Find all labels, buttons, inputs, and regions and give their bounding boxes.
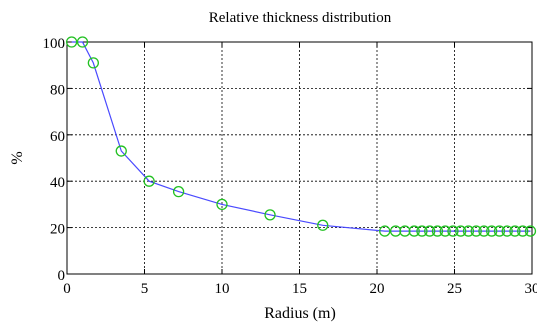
x-tick-label: 25 [447, 281, 462, 297]
data-point-marker [447, 225, 459, 237]
data-point-marker [509, 225, 521, 237]
data-point-marker [470, 225, 482, 237]
x-axis-label: Radius (m) [264, 305, 336, 322]
data-point-marker [462, 225, 475, 237]
data-point-marker [143, 175, 155, 187]
data-point-marker [431, 225, 444, 237]
y-axis-label: % [9, 151, 26, 164]
data-point-marker [216, 198, 228, 211]
x-tick-label: 30 [525, 281, 537, 297]
data-point-marker [379, 225, 391, 237]
series-line [71, 41, 531, 232]
data-point-marker [76, 36, 89, 48]
data-point-marker [172, 185, 185, 198]
data-point-marker [439, 225, 451, 237]
y-tick-label: 60 [50, 129, 65, 145]
data-point-marker [486, 225, 498, 237]
x-tick-label: 10 [215, 281, 230, 297]
y-tick-label: 40 [50, 175, 65, 191]
y-tick-label: 0 [58, 268, 66, 284]
data-point-marker [493, 225, 506, 237]
data-point-marker [389, 225, 402, 237]
data-point-marker [424, 225, 436, 237]
data-point-marker [501, 225, 513, 237]
data-point-marker [416, 225, 428, 237]
x-tick-label: 20 [370, 281, 385, 297]
y-tick-label: 20 [50, 222, 65, 238]
x-tick-label: 0 [63, 281, 71, 297]
x-ticks: 0 5 10 15 20 25 30 [63, 42, 537, 297]
data-point-marker [317, 219, 329, 231]
chart-title: Relative thickness distribution [209, 10, 392, 26]
data-point-marker [264, 209, 276, 221]
data-point-marker [408, 225, 420, 237]
x-tick-label: 15 [292, 281, 307, 297]
data-point-marker [115, 145, 127, 157]
y-ticks: 0 20 40 60 80 100 [43, 36, 532, 284]
grid [67, 42, 532, 274]
data-point-marker [524, 225, 537, 237]
data-point-marker [399, 225, 411, 237]
data-point-marker [87, 57, 99, 69]
y-tick-label: 80 [50, 82, 65, 98]
data-point-marker [517, 225, 529, 237]
y-tick-label: 100 [43, 36, 66, 52]
x-tick-label: 5 [141, 281, 149, 297]
series-markers [66, 36, 537, 237]
data-point-marker [66, 36, 78, 48]
data-point-marker [455, 225, 467, 237]
data-point-marker [478, 225, 490, 237]
